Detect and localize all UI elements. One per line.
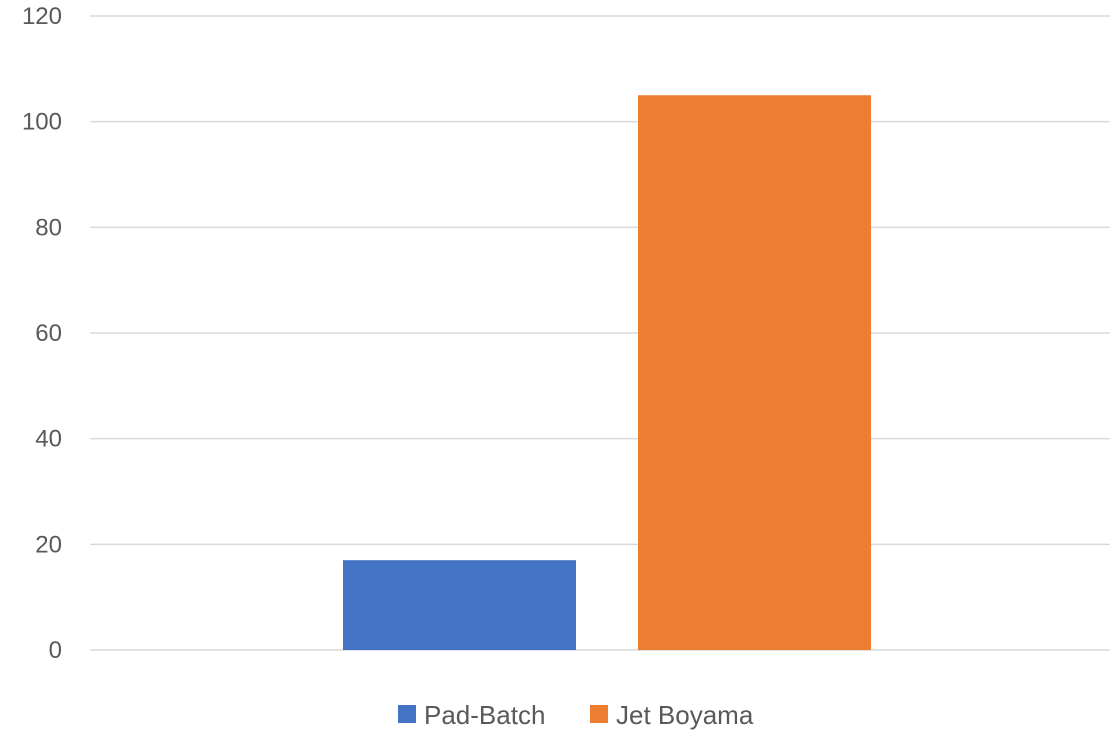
- legend-label: Pad-Batch: [424, 700, 545, 730]
- y-axis-ticks: 0 20 40 60 80 100 120: [22, 3, 62, 664]
- legend-swatch-jet-boyama: [590, 705, 608, 723]
- legend-label: Jet Boyama: [616, 700, 754, 730]
- y-tick-label: 120: [22, 3, 62, 30]
- legend: Pad-Batch Jet Boyama: [398, 700, 754, 730]
- bar-jet-boyama: [638, 95, 871, 650]
- gridlines: [90, 15, 1110, 651]
- y-tick-label: 0: [49, 637, 62, 664]
- y-tick-label: 20: [35, 531, 62, 558]
- y-tick-label: 40: [35, 426, 62, 453]
- y-tick-label: 80: [35, 214, 62, 241]
- y-tick-label: 60: [35, 320, 62, 347]
- y-tick-label: 100: [22, 109, 62, 136]
- legend-swatch-pad-batch: [398, 705, 416, 723]
- bars: [343, 95, 871, 650]
- bar-pad-batch: [343, 560, 576, 650]
